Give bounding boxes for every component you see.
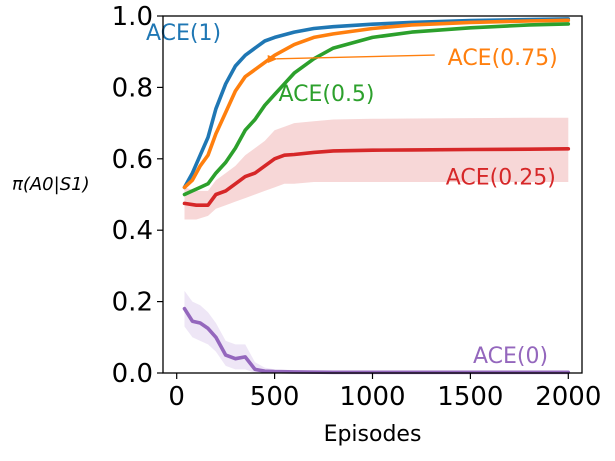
x-axis-label: Episodes bbox=[324, 422, 422, 447]
y-tick-label: 0.0 bbox=[112, 359, 153, 389]
ace-0-line bbox=[182, 306, 571, 375]
y-axis-label: π(A0|S1) bbox=[12, 174, 90, 195]
plot-area: ACE(1) ACE(0.75) ACE(0.5) ACE(0.25) ACE(0) bbox=[146, 17, 571, 375]
x-tick-label: 0 bbox=[168, 382, 185, 412]
ace-0-5-label: ACE(0.5) bbox=[278, 82, 374, 107]
y-tick-label: 1.0 bbox=[112, 2, 153, 32]
ace-1-line bbox=[182, 17, 571, 190]
series-lines bbox=[182, 17, 571, 375]
y-tick-label: 0.4 bbox=[112, 216, 153, 246]
ace-0-75-line bbox=[182, 18, 571, 190]
x-tick-label: 1000 bbox=[339, 382, 405, 412]
x-tick-label: 500 bbox=[250, 382, 300, 412]
ace-0-label: ACE(0) bbox=[473, 344, 548, 369]
confidence-bands bbox=[184, 117, 569, 373]
ace-0-75-arrow bbox=[267, 54, 435, 64]
y-tick-label: 0.8 bbox=[112, 73, 153, 103]
ace-0-75-label: ACE(0.75) bbox=[448, 46, 558, 71]
ace-0-5-line bbox=[182, 22, 571, 197]
x-axis-ticks: 0 500 1000 1500 2000 bbox=[168, 373, 601, 412]
x-tick-label: 1500 bbox=[437, 382, 503, 412]
y-axis-ticks: 0.0 0.2 0.4 0.6 0.8 1.0 bbox=[112, 2, 163, 389]
ace-0-25-band bbox=[184, 117, 569, 220]
ace-0-25-label: ACE(0.25) bbox=[446, 166, 556, 191]
y-tick-label: 0.2 bbox=[112, 288, 153, 318]
x-tick-label: 2000 bbox=[535, 382, 601, 412]
series-annotations: ACE(1) ACE(0.75) ACE(0.5) ACE(0.25) ACE(0) bbox=[146, 21, 558, 369]
y-tick-label: 0.6 bbox=[112, 145, 153, 175]
ace-1-label: ACE(1) bbox=[146, 21, 221, 46]
ace-0-25-line bbox=[182, 147, 571, 207]
